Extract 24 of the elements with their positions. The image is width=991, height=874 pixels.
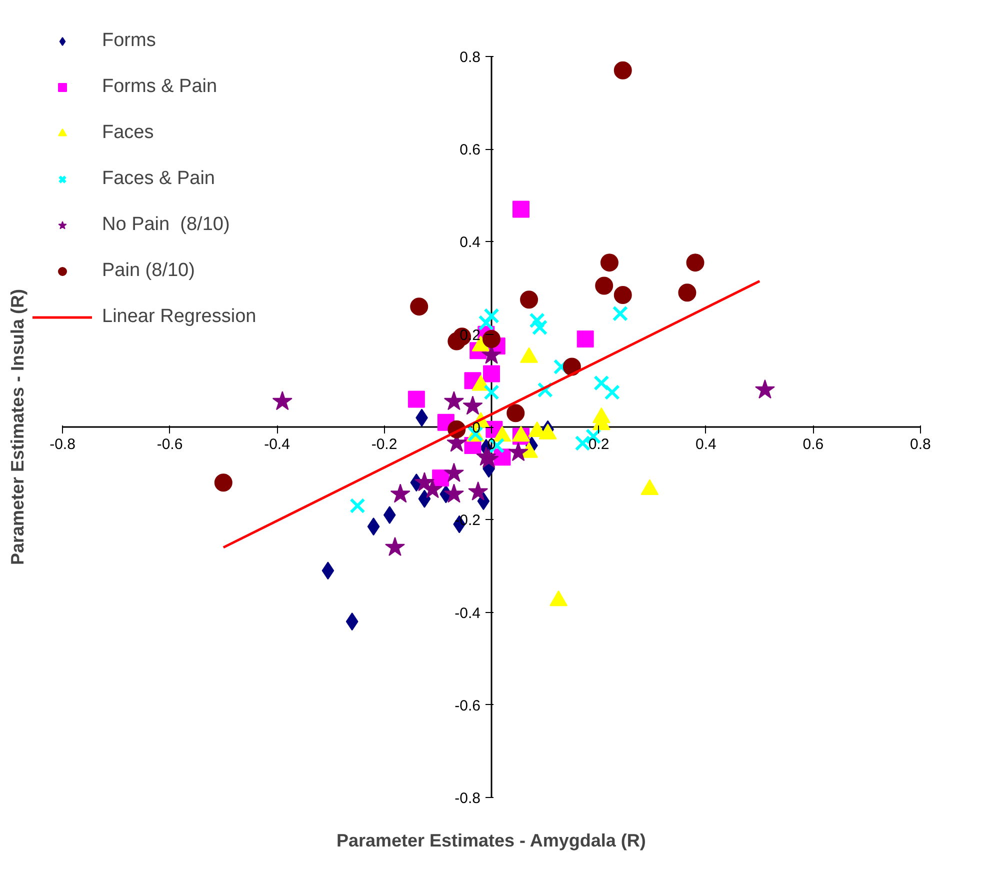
y-tick-label: -0.6 xyxy=(454,697,481,714)
legend-label: Pain (8/10) xyxy=(102,260,195,282)
x-tick-label: -0.8 xyxy=(50,436,76,453)
x-tick-label: -0.4 xyxy=(264,436,290,453)
x-tick-label: -0.6 xyxy=(156,436,183,453)
legend-label: No Pain (8/10) xyxy=(102,214,230,236)
y-tick-label: -0.4 xyxy=(454,604,481,622)
legend-label: Faces & Pain xyxy=(102,168,215,190)
y-tick-label: 0.8 xyxy=(460,48,481,66)
x-tick-label: 0 xyxy=(487,436,496,453)
legend-label: Linear Regression xyxy=(102,306,256,328)
legend-label: Forms & Pain xyxy=(102,76,218,98)
x-tick-label: 0.8 xyxy=(910,436,931,453)
legend-label: Forms xyxy=(102,30,156,52)
y-axis-title: Parameter Estimates - Insula (R) xyxy=(8,288,28,566)
x-tick-label: 0.6 xyxy=(802,436,824,453)
x-tick-label: 0.2 xyxy=(588,436,610,453)
x-axis-title: Parameter Estimates - Amygdala (R) xyxy=(336,830,646,850)
x-tick-label: 0.4 xyxy=(696,436,716,453)
y-tick-label: 0.6 xyxy=(460,142,481,159)
y-tick-label: -0.8 xyxy=(454,790,481,808)
y-tick-label: 0.4 xyxy=(460,234,481,252)
legend-label: Faces xyxy=(102,122,154,144)
x-tick-label: -0.2 xyxy=(371,436,398,453)
